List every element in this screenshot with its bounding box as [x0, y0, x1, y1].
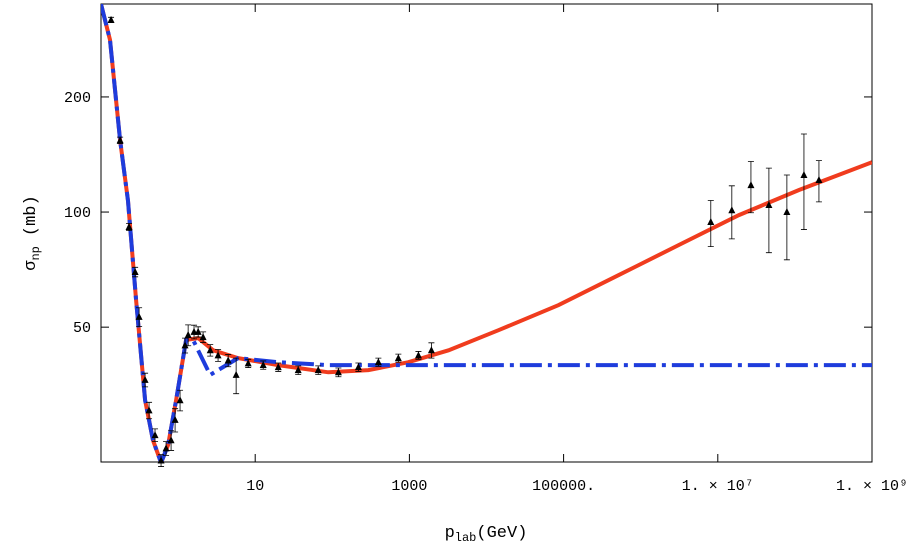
data-point: [815, 175, 823, 183]
data-point: [707, 217, 715, 225]
data-point: [157, 456, 165, 464]
data-point: [334, 368, 342, 376]
data-point: [765, 201, 773, 209]
data-point: [783, 208, 791, 216]
data-point: [181, 341, 189, 349]
data-point: [176, 396, 184, 404]
x-label-unit: (GeV): [476, 524, 527, 543]
x-tick-label: 1000: [391, 478, 427, 495]
data-point: [259, 361, 267, 369]
data-point: [167, 436, 175, 444]
error-bar: [783, 174, 790, 261]
data-point: [728, 206, 736, 214]
data-point: [206, 346, 214, 354]
data-point: [135, 312, 143, 320]
data-point: [274, 363, 282, 371]
data-point: [427, 346, 435, 354]
data-point: [224, 356, 232, 364]
y-tick-label: 50: [73, 320, 91, 337]
y-tick-label: 200: [64, 90, 91, 107]
data-point: [214, 351, 222, 359]
data-point: [294, 366, 302, 374]
x-label-symbol: p: [445, 524, 455, 543]
y-label-symbol: σ: [22, 260, 41, 271]
fit-curve: [101, 4, 872, 462]
data-point: [107, 15, 115, 23]
data-point: [394, 354, 402, 362]
error-bar: [800, 133, 807, 230]
data-point: [414, 351, 422, 359]
data-point: [354, 363, 362, 371]
data-point: [171, 415, 179, 423]
data-point: [125, 222, 133, 230]
x-tick-label: 100000.: [532, 478, 595, 495]
fit-curve: [101, 4, 872, 462]
data-point: [116, 136, 124, 144]
x-axis-label: plab(GeV): [445, 524, 528, 545]
data-point: [194, 327, 202, 335]
data-point: [184, 330, 192, 338]
y-label-subscript: np: [29, 246, 43, 260]
x-tick-label: 1. × 10⁷: [682, 478, 754, 495]
data-point: [374, 358, 382, 366]
y-label-unit: (mb): [22, 195, 41, 236]
data-point: [141, 375, 149, 383]
data-point: [199, 333, 207, 341]
data-point: [314, 366, 322, 374]
data-point: [131, 267, 139, 275]
data-point: [747, 181, 755, 189]
data-point: [232, 370, 240, 378]
x-tick-label: 1. × 10⁹: [836, 478, 908, 495]
plot-frame: [100, 3, 873, 463]
error-bar: [765, 167, 772, 254]
data-point: [244, 359, 252, 367]
y-tick-label: 100: [64, 205, 91, 222]
x-label-subscript: lab: [455, 531, 477, 545]
data-point: [151, 431, 159, 439]
data-point: [162, 444, 170, 452]
x-tick-label: 10: [246, 478, 264, 495]
y-axis-label: σnp (mb): [22, 195, 43, 270]
data-point: [800, 170, 808, 178]
data-point: [145, 406, 153, 414]
